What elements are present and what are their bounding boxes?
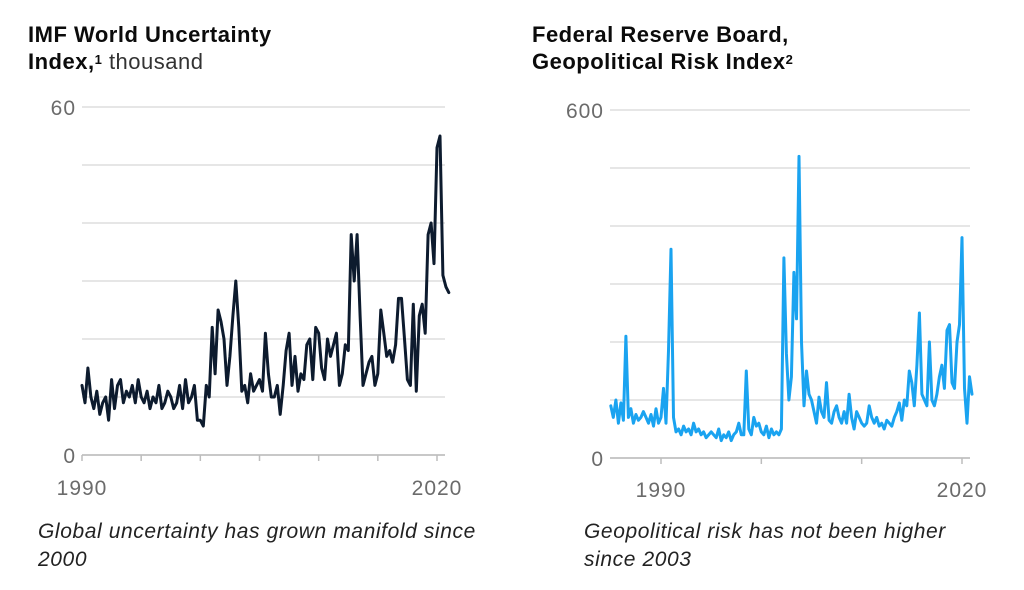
right-chart-title-line2: Geopolitical Risk Index (532, 49, 786, 74)
left-x-tick-label: 2020 (412, 477, 463, 500)
left-x-tick-label: 1990 (57, 477, 108, 500)
right-chart-footnote: 2 (785, 52, 794, 67)
left-chart-caption: Global uncertainty has grown manifold si… (38, 520, 476, 571)
right-chart-caption: Geopolitical risk has not been higher si… (584, 520, 946, 571)
right-x-tick-label: 2020 (937, 479, 988, 502)
left-y-tick-label: 0 (63, 445, 76, 468)
left-chart-unit: thousand (108, 49, 204, 74)
left-series-line (80, 134, 451, 428)
right-x-tick-label: 1990 (636, 479, 687, 502)
left-chart-title-line1: IMF World Uncertainty (28, 22, 272, 47)
left-chart-title: IMF World Uncertainty Index,1 thousand (28, 21, 272, 75)
left-chart-footnote: 1 (94, 52, 103, 67)
right-chart-title: Federal Reserve Board, Geopolitical Risk… (532, 21, 793, 75)
right-y-tick-label: 600 (566, 100, 604, 123)
left-chart-title-line2: Index, (28, 49, 95, 74)
right-y-tick-label: 0 (591, 448, 604, 471)
right-series-line (609, 154, 974, 443)
left-y-tick-label: 60 (51, 97, 76, 120)
right-chart-title-line1: Federal Reserve Board, (532, 22, 789, 47)
